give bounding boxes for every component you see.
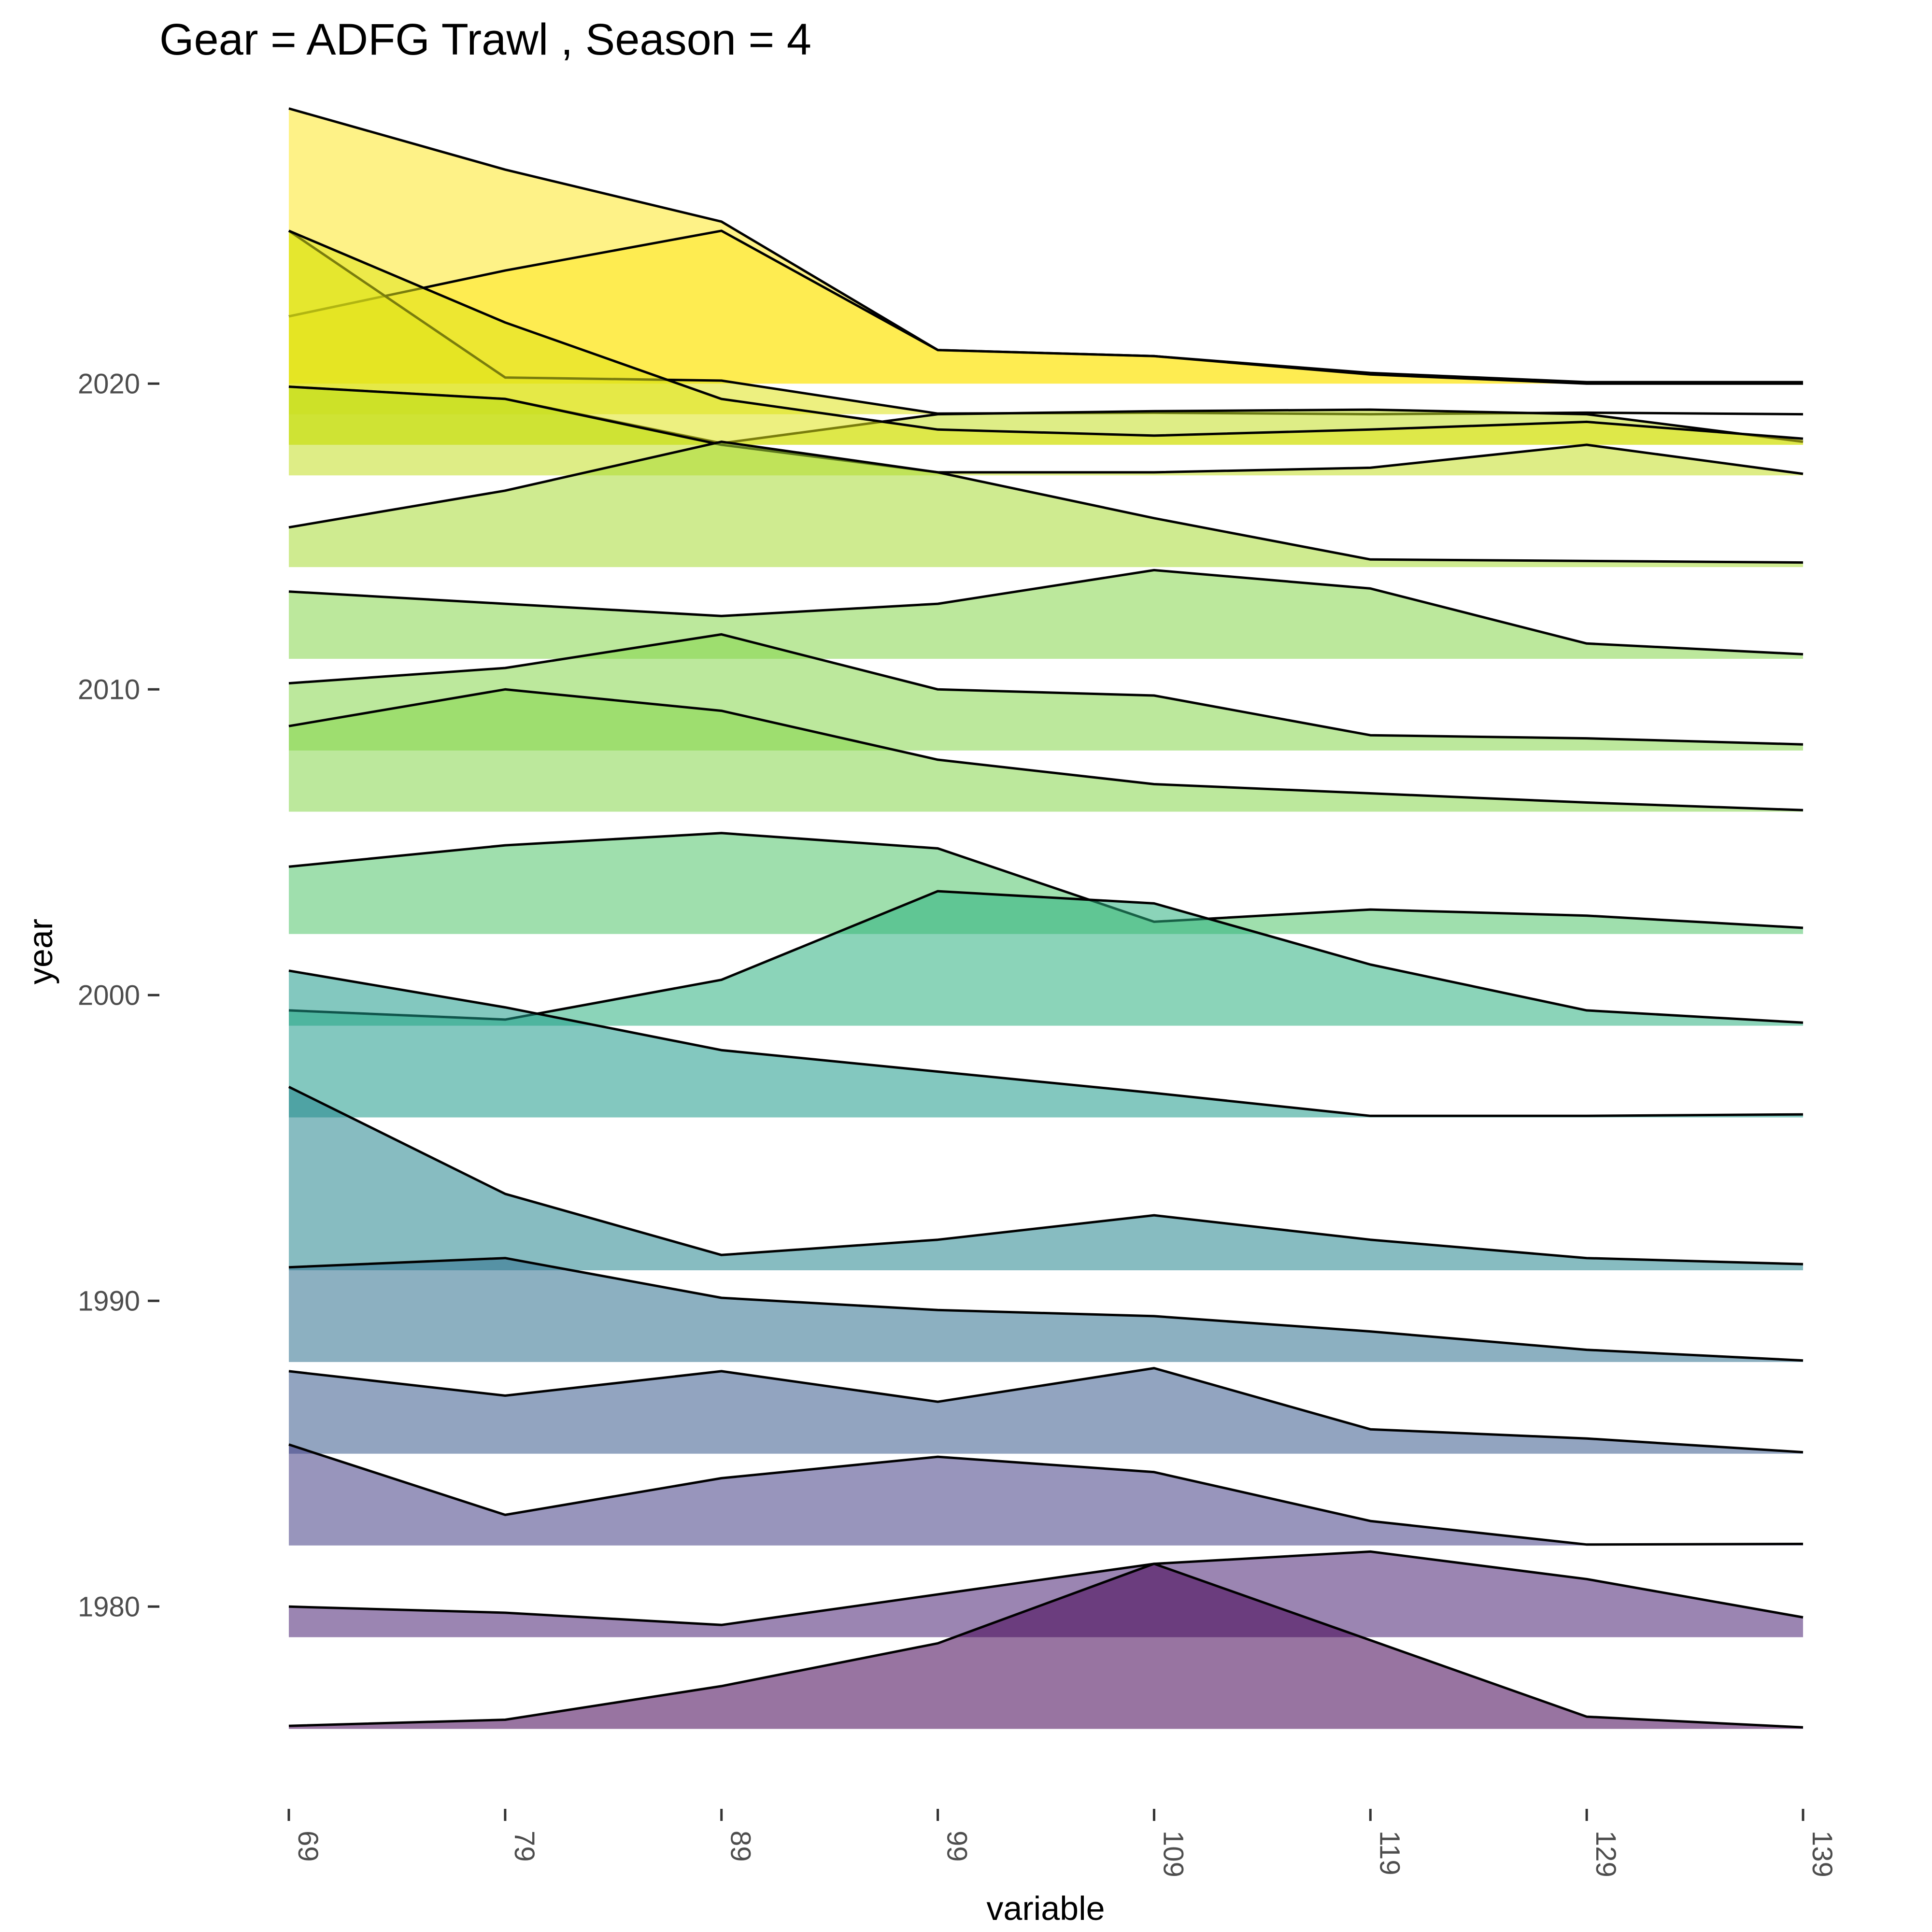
x-tick-label-79: 79 [509,1831,540,1862]
y-axis: 1980 1990 2000 2010 2020 [78,368,159,1622]
y-tick-label-2010: 2010 [78,674,140,705]
x-tick-label-139: 139 [1806,1831,1838,1877]
ridge-area-2002-8 [289,833,1803,934]
ridge-area-2020-18 [289,230,1803,384]
ridge-area-2014-12 [289,441,1803,568]
ridge-line-1991-5 [288,1085,1804,1265]
ridge-line-1999-7 [288,890,1804,1024]
ridge-line-2014-12 [288,440,1804,564]
ridge-area-1979-1 [289,1551,1803,1637]
ridge-line-2018-15 [288,229,1804,440]
y-tick-label-1990: 1990 [78,1285,140,1317]
ridge-area-1982-2 [289,1444,1803,1546]
ridge-line-1979-1 [288,1550,1804,1626]
ridge-line-2002-8 [288,832,1804,929]
ridge-area-2006-9 [289,689,1803,812]
ridges-group [288,107,1804,1729]
ridge-line-2011-11 [288,568,1804,655]
chart-title: Gear = ADFG Trawl , Season = 4 [159,15,811,64]
x-tick-label-129: 129 [1590,1831,1621,1877]
ridge-line-2008-10 [288,633,1804,746]
ridge-area-2018-15 [289,230,1803,445]
x-axis-title: variable [986,1889,1105,1927]
ridge-area-1999-7 [289,891,1803,1026]
ridge-line-1985-3 [288,1367,1804,1454]
ridge-line-1976-0 [288,1563,1804,1729]
ridge-area-2011-11 [289,570,1803,659]
ridge-line-2017-13 [288,385,1804,475]
ridge-line-1996-6 [288,969,1804,1117]
y-tick-label-1980: 1980 [78,1591,140,1622]
ridge-area-1976-0 [289,1563,1803,1729]
y-axis-title: year [22,919,59,984]
x-tick-label-69: 69 [292,1831,324,1862]
x-tick-label-99: 99 [941,1831,973,1862]
y-tick-label-2020: 2020 [78,368,140,399]
x-tick-label-109: 109 [1157,1831,1189,1877]
ridge-line-1988-4 [288,1257,1804,1362]
x-tick-label-89: 89 [725,1831,756,1862]
x-tick-label-119: 119 [1374,1831,1405,1875]
ridge-line-2006-9 [288,688,1804,811]
ridge-area-1991-5 [289,1087,1803,1270]
ridge-area-1985-3 [289,1368,1803,1454]
x-axis: 69 79 89 99 109 119 129 139 [287,1809,1838,1877]
ridge-area-1988-4 [289,1258,1803,1362]
ridge-line-2020-18 [288,229,1803,385]
y-tick-label-2000: 2000 [78,980,140,1011]
ridge-area-1996-6 [289,970,1803,1118]
ridge-line-1982-2 [288,1443,1804,1546]
